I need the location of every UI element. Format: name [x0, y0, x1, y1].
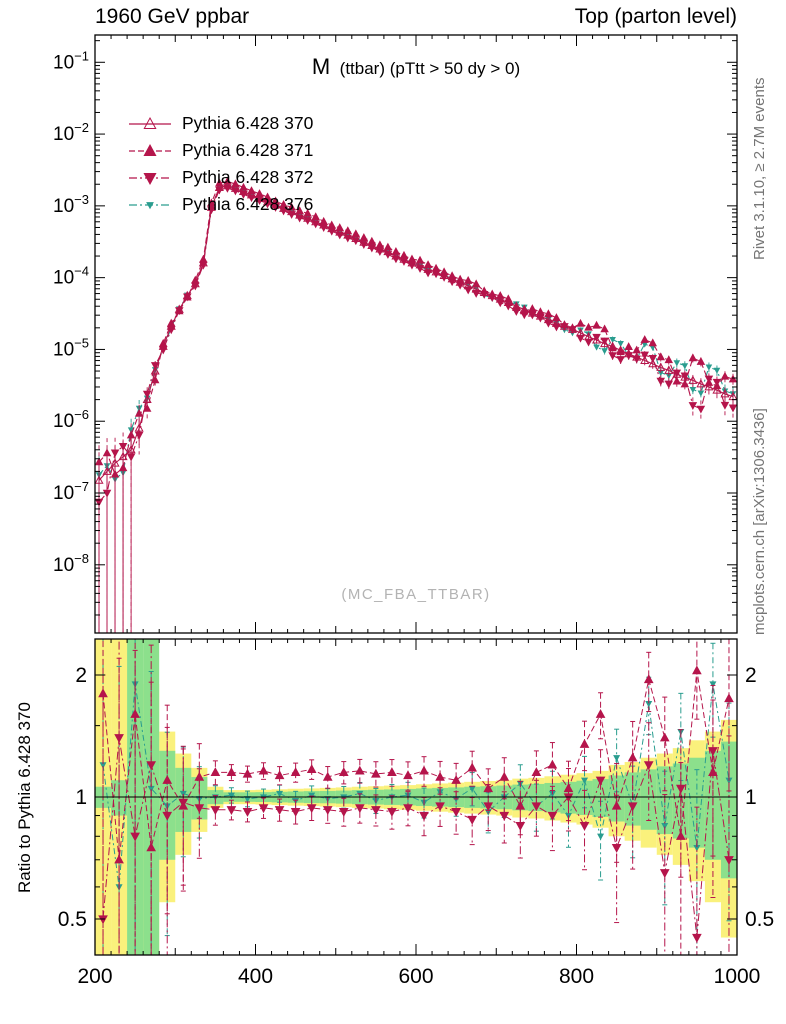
y-tick-label: 10−4: [53, 264, 89, 289]
spectrum-series: [95, 176, 737, 633]
ratio-tick-label-right: 1: [745, 786, 757, 809]
plot-title: M (ttbar) (pTtt > 50 dy > 0): [95, 54, 737, 80]
ratio-axis-label: Ratio to Pythia 6.428 370: [15, 702, 34, 893]
ratio-tick-label-left: 0.5: [58, 908, 87, 931]
legend-item-370: Pythia 6.428 370: [127, 110, 313, 137]
observable-symbol: M: [311, 54, 331, 79]
ratio-tick-label-right: 2: [745, 664, 757, 687]
beam-energy-label: 1960 GeV ppbar: [95, 5, 250, 28]
legend-item-371: Pythia 6.428 371: [127, 137, 313, 164]
x-tick-label: 800: [559, 965, 594, 988]
axes: 200 400 600 800 1000 10−1 10−2 10−3 10−4 10−5 10−6…: [53, 34, 774, 988]
ratio-tick-label-left: 2: [75, 664, 87, 687]
legend-label-371: Pythia 6.428 371: [182, 140, 314, 160]
ratio-tick-label-right: 0.5: [745, 908, 774, 931]
analysis-watermark: (MC_FBA_TTBAR): [341, 586, 491, 603]
x-tick-label: 600: [398, 965, 433, 988]
ratio-tick-label-left: 1: [75, 786, 87, 809]
ratio-series: [98, 639, 734, 955]
legend-marker-371-icon: [129, 143, 171, 156]
legend-item-372: Pythia 6.428 372: [127, 164, 313, 191]
header-row: 1960 GeV ppbar Top (parton level): [95, 5, 737, 29]
x-tick-label: 400: [238, 965, 273, 988]
legend: Pythia 6.428 370 Pythia 6.428 371 Pythia…: [127, 110, 313, 218]
y-tick-label: 10−1: [53, 48, 89, 73]
legend-marker-372-icon: [129, 172, 171, 185]
y-tick-label: 10−5: [53, 335, 89, 360]
observable-cuts: (ttbar) (pTtt > 50 dy > 0): [339, 59, 521, 78]
rivet-version-note: Rivet 3.1.10, ≥ 2.7M events: [751, 77, 768, 261]
y-tick-label: 10−6: [53, 407, 89, 432]
legend-item-376: Pythia 6.428 376: [127, 191, 313, 218]
mcplots-arxiv-note: mcplots.cern.ch [arXiv:1306.3436]: [751, 408, 768, 635]
analysis-group-label: Top (parton level): [574, 5, 737, 28]
y-tick-label: 10−7: [53, 479, 89, 504]
y-tick-label: 10−3: [53, 192, 89, 217]
legend-label-376: Pythia 6.428 376: [182, 194, 314, 214]
x-tick-label: 1000: [714, 965, 761, 988]
legend-marker-376-icon: [129, 201, 171, 209]
y-tick-label: 10−8: [53, 551, 89, 576]
x-tick-label: 200: [77, 965, 112, 988]
y-tick-label: 10−2: [53, 120, 89, 145]
legend-marker-370-icon: [129, 116, 171, 129]
legend-label-370: Pythia 6.428 370: [182, 113, 314, 133]
legend-label-372: Pythia 6.428 372: [182, 167, 314, 187]
